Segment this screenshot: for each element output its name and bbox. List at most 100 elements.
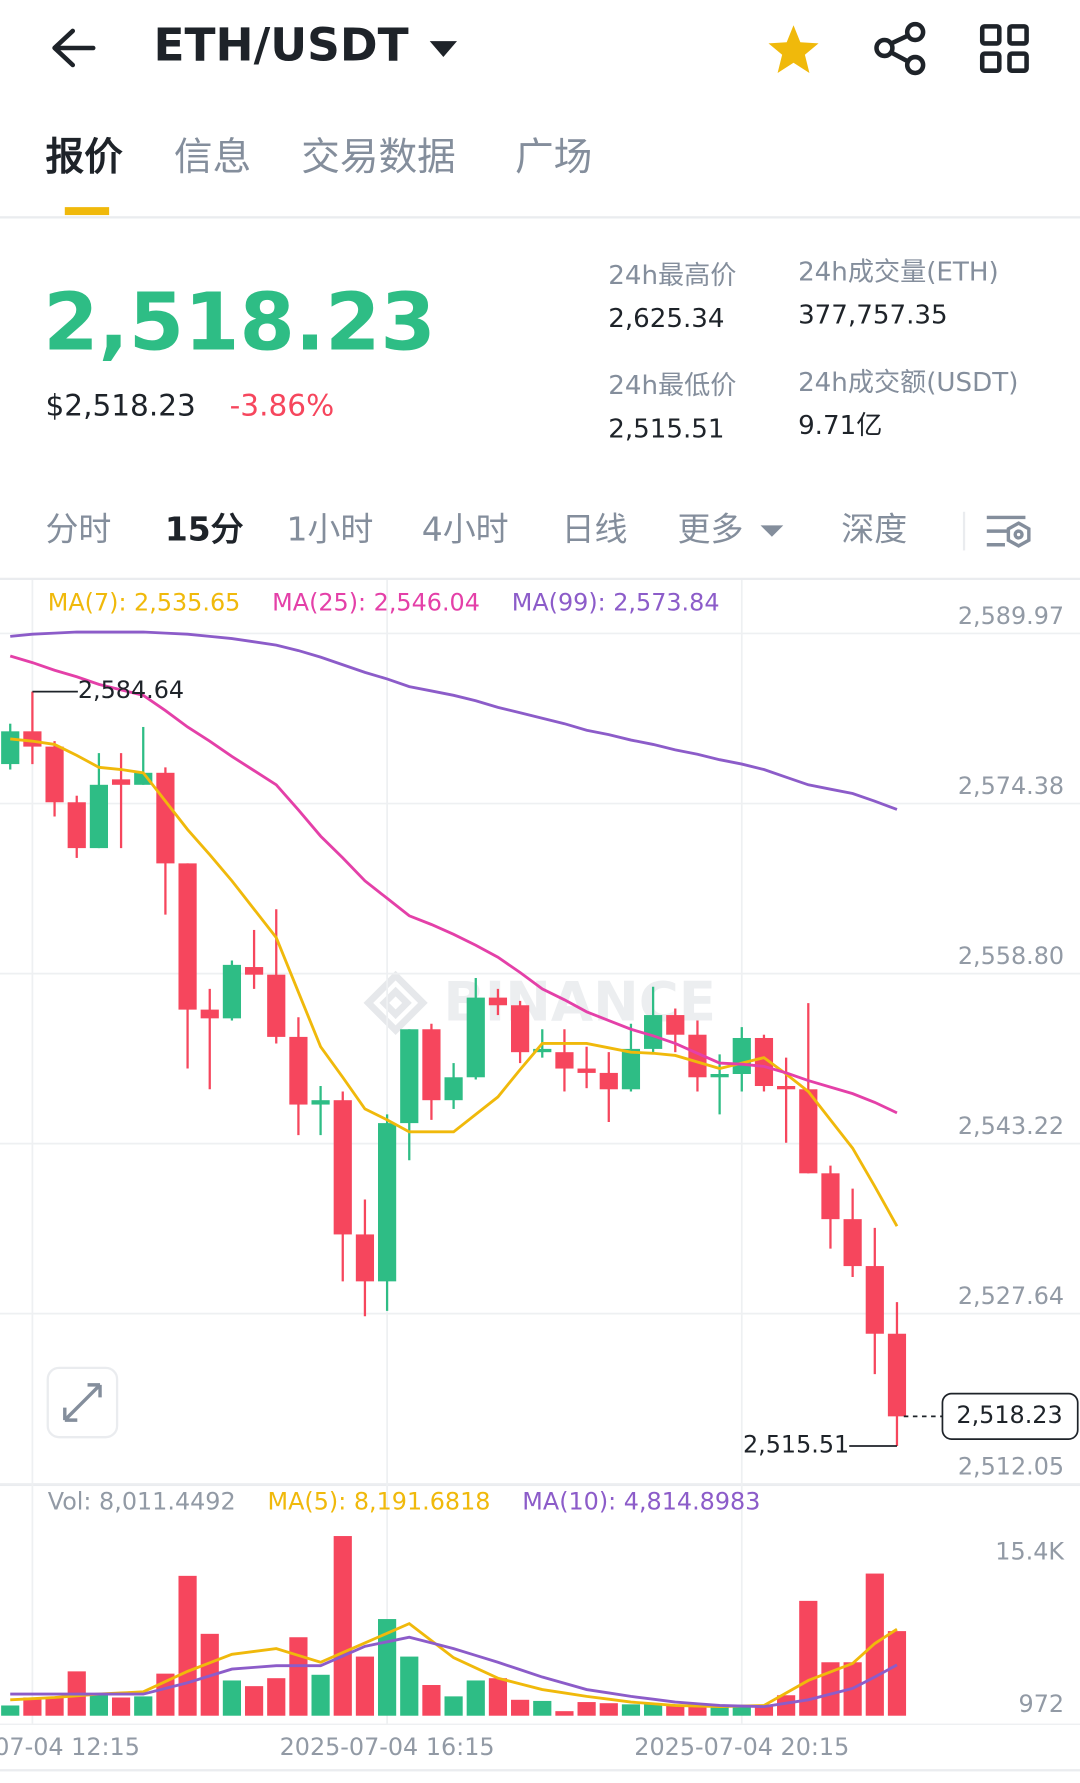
- interval[interactable]: 15分: [165, 510, 244, 549]
- axis-line: [0, 1723, 1080, 1725]
- candle-body: [843, 1219, 862, 1267]
- tab[interactable]: 报价: [45, 135, 123, 180]
- volume-bar: [422, 1685, 441, 1716]
- candle-body: [267, 974, 286, 1037]
- candle-body: [355, 1234, 375, 1282]
- max-label: 2,584.64: [78, 676, 184, 704]
- watermark-logo: [363, 970, 428, 1036]
- candle-body: [311, 1100, 330, 1105]
- volume-bar: [688, 1705, 707, 1716]
- last-price: 2,518.23: [43, 276, 436, 369]
- candle-body: [710, 1074, 729, 1078]
- usd-price: $2,518.23: [45, 389, 195, 423]
- candle-body: [289, 1036, 308, 1105]
- candle-body: [156, 772, 175, 864]
- stat-label: 24h最高价: [608, 261, 736, 291]
- candle-body: [511, 1005, 530, 1053]
- volume-bar: [311, 1674, 330, 1716]
- back-button[interactable]: [52, 28, 96, 68]
- x-tick-label: 2025-07-04 16:15: [280, 1733, 495, 1761]
- more-button[interactable]: [979, 24, 1029, 73]
- volume-bar: [621, 1704, 641, 1716]
- volume-bar: [45, 1697, 64, 1716]
- interval[interactable]: 日线: [562, 510, 628, 549]
- divider: [0, 577, 1080, 581]
- volume-bar: [666, 1705, 685, 1716]
- stat-label: 24h最低价: [608, 371, 736, 401]
- candle-body: [244, 967, 264, 975]
- volume-bar: [599, 1703, 618, 1716]
- candle-body: [89, 784, 108, 849]
- candle-body: [333, 1100, 352, 1235]
- y-tick-label: 2,512.05: [958, 1452, 1064, 1480]
- tab[interactable]: 交易数据: [301, 135, 456, 180]
- candle-body: [732, 1037, 751, 1075]
- favorite-star[interactable]: [768, 25, 819, 73]
- stat-value: 377,757.35: [798, 301, 948, 331]
- candle-body: [799, 1089, 818, 1174]
- volume-bar: [577, 1702, 596, 1716]
- candle-body: [754, 1037, 774, 1087]
- volume-bar: [444, 1696, 463, 1716]
- divider: [0, 1483, 1080, 1487]
- candle-body: [378, 1123, 397, 1282]
- volume-bar: [511, 1699, 530, 1716]
- x-tick-label: 2025-07-04 20:15: [634, 1733, 849, 1761]
- stat-value: 9.71亿: [798, 411, 882, 441]
- candle-body: [466, 997, 485, 1078]
- pair-caret[interactable]: [429, 41, 458, 58]
- candle-body: [533, 1048, 552, 1053]
- candle-body: [1, 731, 20, 765]
- share-button[interactable]: [874, 21, 926, 76]
- change: -3.86%: [230, 389, 335, 423]
- candle-body: [134, 772, 153, 785]
- candle-body: [222, 964, 242, 1019]
- ma-line: [10, 630, 898, 811]
- volume-bar: [821, 1662, 840, 1716]
- volume-title: Vol: 8,011.4492: [48, 1488, 236, 1516]
- pair-title[interactable]: ETH/USDT: [153, 18, 408, 71]
- min-label: 2,515.51: [743, 1431, 849, 1459]
- tab[interactable]: 信息: [174, 135, 251, 180]
- volume-bar: [533, 1700, 552, 1716]
- x-tick-label: 2025-07-04 12:15: [0, 1733, 140, 1761]
- interval[interactable]: 深度: [841, 510, 907, 549]
- chart-settings[interactable]: [986, 515, 1031, 548]
- divider: [0, 216, 1080, 219]
- volume-bar: [355, 1656, 375, 1716]
- tab-indicator: [64, 207, 110, 216]
- price-tag-label: 2,518.23: [956, 1401, 1062, 1429]
- volume-bar: [710, 1706, 729, 1716]
- expand-button[interactable]: [46, 1366, 119, 1439]
- candle-body: [777, 1086, 796, 1090]
- divider: [0, 1769, 1080, 1772]
- volume-bar: [400, 1656, 419, 1716]
- divider: [962, 511, 966, 551]
- candle-body: [666, 1015, 685, 1035]
- legend-entry: MA(10): 4,814.8983: [522, 1488, 760, 1516]
- legend-entry: MA(7): 2,535.65: [48, 588, 241, 616]
- candle-body: [555, 1052, 574, 1069]
- volume-bar: [488, 1678, 508, 1716]
- candle-body: [23, 731, 42, 747]
- volume-bar: [244, 1686, 264, 1716]
- y-tick-label: 2,543.22: [958, 1112, 1064, 1140]
- candle-body: [200, 1009, 219, 1019]
- volume-bar: [777, 1695, 796, 1716]
- volume-bar: [267, 1678, 286, 1716]
- volume-bar: [89, 1694, 108, 1716]
- interval[interactable]: 分时: [45, 510, 111, 549]
- interval[interactable]: 更多: [678, 510, 744, 549]
- interval-caret[interactable]: [760, 525, 784, 537]
- volume-bar: [23, 1697, 42, 1716]
- interval[interactable]: 4小时: [422, 510, 509, 549]
- volume-bar: [644, 1704, 663, 1716]
- y-tick-label: 2,558.80: [958, 942, 1064, 970]
- interval[interactable]: 1小时: [286, 510, 373, 549]
- tab[interactable]: 广场: [515, 135, 592, 180]
- stat-value: 2,515.51: [608, 414, 724, 444]
- candle-body: [400, 1029, 419, 1124]
- candle-body: [111, 779, 131, 785]
